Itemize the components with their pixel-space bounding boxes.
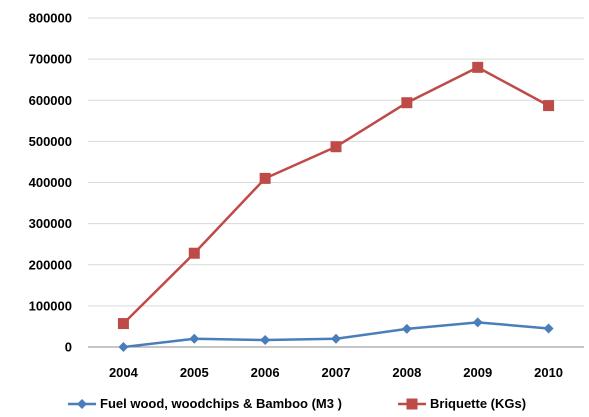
y-tick-label: 500000 [29,134,72,149]
data-point [330,141,342,153]
legend: Fuel wood, woodchips & Bamboo (M3 ) Briqu… [68,396,526,411]
data-point [189,333,200,344]
data-point [118,342,129,352]
legend-item-1: Fuel wood, woodchips & Bamboo (M3 ) [68,396,342,411]
x-tick-label: 2010 [534,365,563,380]
data-point [543,323,554,334]
gridlines [88,17,584,348]
legend-label: Fuel wood, woodchips & Bamboo (M3 ) [100,396,342,411]
data-point [543,100,555,112]
y-tick-label: 700000 [29,52,72,67]
x-axis-ticks: 2004 2005 2006 2007 2008 2009 2010 [109,365,563,380]
legend-marker [406,398,418,410]
series-1 [118,317,554,352]
legend-marker [77,399,87,409]
y-tick-label: 0 [65,340,72,355]
x-tick-label: 2006 [251,365,280,380]
series-2 [117,61,555,330]
data-point [188,247,200,259]
data-point [401,323,412,334]
series-layer [117,61,555,352]
x-tick-label: 2005 [180,365,209,380]
x-tick-label: 2009 [463,365,492,380]
data-point [260,335,271,346]
y-tick-label: 400000 [29,175,72,190]
y-tick-label: 600000 [29,93,72,108]
data-point [331,333,341,344]
y-tick-label: 800000 [29,11,72,26]
x-tick-label: 2008 [392,365,421,380]
series-line [122,66,550,325]
x-tick-label: 2004 [109,365,139,380]
legend-label: Briquette (KGs) [430,396,526,411]
data-point [401,97,413,109]
x-tick-label: 2007 [322,365,351,380]
y-tick-label: 200000 [29,257,72,272]
legend-item-2: Briquette (KGs) [398,396,526,411]
y-axis-ticks: 0 100000 200000 300000 400000 500000 600000 700… [29,11,72,355]
data-point [259,172,271,184]
data-point [472,317,483,328]
y-tick-label: 100000 [29,298,72,313]
data-point [117,318,129,330]
data-point [472,61,484,73]
y-tick-label: 300000 [29,216,72,231]
